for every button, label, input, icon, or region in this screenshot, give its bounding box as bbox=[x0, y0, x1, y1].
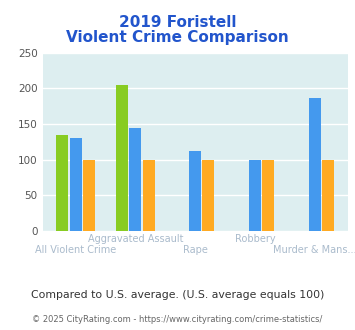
Bar bbox=[249, 160, 261, 231]
Bar bbox=[202, 160, 214, 231]
Text: 2019 Foristell: 2019 Foristell bbox=[119, 15, 236, 30]
Bar bbox=[70, 138, 82, 231]
Bar bbox=[116, 85, 128, 231]
Bar bbox=[189, 151, 201, 231]
Text: Compared to U.S. average. (U.S. average equals 100): Compared to U.S. average. (U.S. average … bbox=[31, 290, 324, 300]
Bar bbox=[130, 128, 141, 231]
Text: © 2025 CityRating.com - https://www.cityrating.com/crime-statistics/: © 2025 CityRating.com - https://www.city… bbox=[32, 315, 323, 324]
Bar bbox=[56, 135, 69, 231]
Bar bbox=[262, 160, 274, 231]
Bar bbox=[143, 160, 154, 231]
Bar bbox=[83, 160, 95, 231]
Bar bbox=[309, 98, 321, 231]
Text: Violent Crime Comparison: Violent Crime Comparison bbox=[66, 30, 289, 45]
Bar bbox=[322, 160, 334, 231]
